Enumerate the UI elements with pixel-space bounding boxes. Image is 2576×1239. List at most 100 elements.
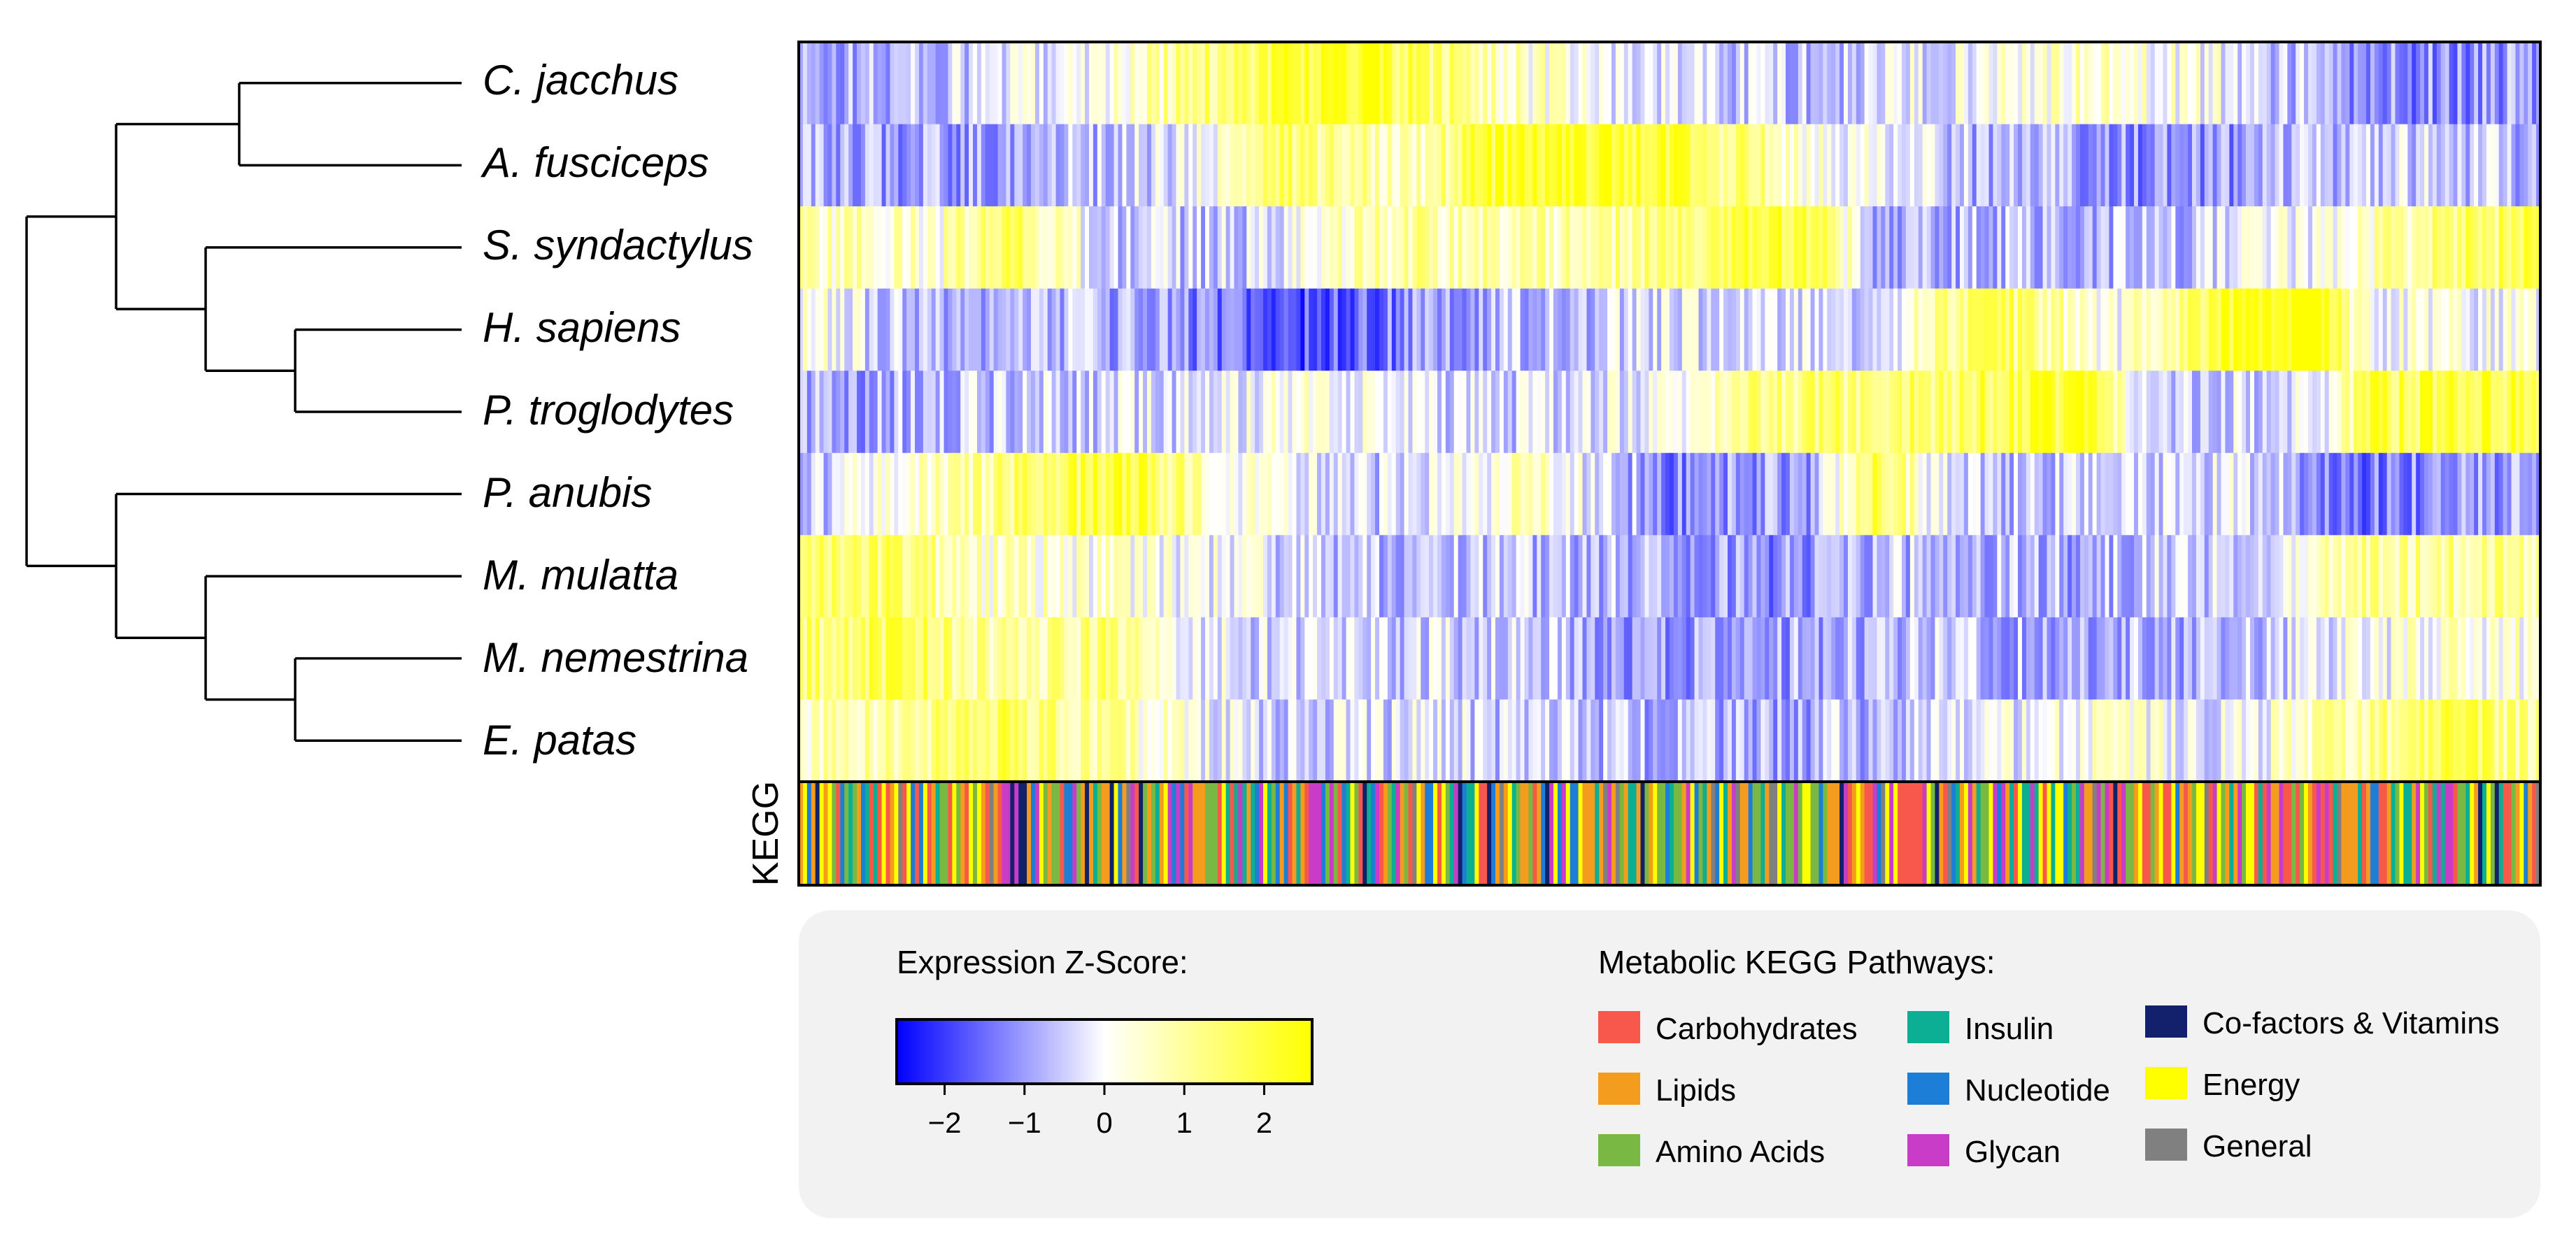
heatmap-cell — [1586, 124, 1591, 207]
heatmap-cell — [2536, 535, 2541, 618]
heatmap-cell — [1238, 124, 1243, 207]
heatmap-cell — [2137, 699, 2143, 782]
heatmap-cell — [1677, 371, 1683, 454]
kegg-cell — [1184, 782, 1189, 885]
heatmap-cell — [2225, 617, 2230, 701]
heatmap-cell — [1851, 206, 1857, 289]
heatmap-cell — [2134, 124, 2139, 207]
heatmap-cell — [2092, 452, 2098, 536]
heatmap-cell — [1690, 288, 1695, 371]
kegg-cell — [1188, 782, 1193, 885]
heatmap-cell — [1773, 535, 1778, 618]
heatmap-cell — [823, 42, 829, 125]
kegg-cell — [1677, 782, 1683, 885]
heatmap-cell — [2296, 452, 2300, 536]
heatmap-cell — [2121, 617, 2126, 701]
heatmap-cell — [1060, 124, 1065, 207]
heatmap-cell — [1922, 617, 1928, 701]
kegg-cell — [2246, 782, 2251, 885]
heatmap-cell — [2296, 617, 2300, 701]
heatmap-cell — [1557, 42, 1563, 125]
heatmap-cell — [1155, 699, 1160, 782]
heatmap-cell — [2242, 288, 2247, 371]
heatmap-cell — [1483, 371, 1488, 454]
kegg-cell — [2196, 782, 2201, 885]
heatmap-cell — [1371, 617, 1376, 701]
heatmap-cell — [2192, 699, 2197, 782]
heatmap-cell — [2175, 206, 2180, 289]
heatmap-cell — [2470, 371, 2475, 454]
heatmap-cell — [2308, 371, 2313, 454]
heatmap-cell — [989, 371, 995, 454]
kegg-cell — [1744, 782, 1749, 885]
heatmap-cell — [2034, 124, 2040, 207]
heatmap-cell — [2154, 288, 2160, 371]
heatmap-cell — [1789, 288, 1795, 371]
kegg-cell — [1739, 782, 1745, 885]
heatmap-cell — [1060, 617, 1065, 701]
heatmap-cell — [2515, 535, 2520, 618]
heatmap-cell — [877, 535, 883, 618]
heatmap-cell — [2254, 535, 2259, 618]
heatmap-cell — [1193, 452, 1197, 536]
heatmap-cell — [1292, 452, 1297, 536]
kegg-cell — [2167, 782, 2172, 885]
heatmap-cell — [2233, 452, 2238, 536]
heatmap-cell — [2184, 371, 2189, 454]
heatmap-cell — [1238, 535, 1243, 618]
kegg-cell — [2047, 782, 2052, 885]
heatmap-cell — [1649, 535, 1653, 618]
heatmap-cell — [1051, 124, 1057, 207]
heatmap-cell — [2109, 124, 2114, 207]
heatmap-cell — [1246, 699, 1251, 782]
heatmap-cell — [2304, 617, 2309, 701]
heatmap-cell — [1823, 206, 1828, 289]
heatmap-cell — [1283, 699, 1289, 782]
heatmap-cell — [853, 206, 858, 289]
heatmap-cell — [2391, 371, 2396, 454]
heatmap-cell — [1739, 452, 1745, 536]
heatmap-cell — [2291, 42, 2296, 125]
heatmap-cell — [2188, 452, 2193, 536]
heatmap-cell — [1532, 452, 1537, 536]
heatmap-cell — [2528, 699, 2533, 782]
heatmap-cell — [1225, 617, 1231, 701]
heatmap-cell — [1023, 206, 1027, 289]
heatmap-cell — [2034, 206, 2040, 289]
heatmap-cell — [1889, 452, 1894, 536]
heatmap-cell — [1346, 124, 1351, 207]
heatmap-cell — [2453, 371, 2458, 454]
heatmap-cell — [811, 124, 816, 207]
heatmap-cell — [885, 206, 891, 289]
heatmap-cell — [1670, 535, 1674, 618]
heatmap-cell — [1798, 206, 1803, 289]
heatmap-cell — [1449, 371, 1455, 454]
heatmap-cell — [2341, 206, 2346, 289]
heatmap-cell — [2018, 288, 2023, 371]
heatmap-cell — [1474, 699, 1479, 782]
heatmap-cell — [2171, 452, 2176, 536]
heatmap-cell — [1619, 452, 1625, 536]
heatmap-cell — [2349, 371, 2354, 454]
heatmap-cell — [915, 288, 920, 371]
heatmap-cell — [844, 535, 849, 618]
heatmap-cell — [960, 699, 965, 782]
heatmap-cell — [1984, 452, 1990, 536]
heatmap-cell — [1251, 206, 1255, 289]
heatmap-cell — [1292, 371, 1297, 454]
heatmap-cell — [1860, 452, 1865, 536]
heatmap-cell — [1421, 699, 1425, 782]
heatmap-cell — [1014, 371, 1019, 454]
heatmap-cell — [1213, 42, 1218, 125]
heatmap-cell — [1765, 617, 1770, 701]
heatmap-cell — [1707, 206, 1712, 289]
heatmap-cell — [1118, 452, 1123, 536]
heatmap-cell — [1802, 535, 1807, 618]
heatmap-cell — [1375, 699, 1380, 782]
heatmap-cell — [1893, 206, 1898, 289]
heatmap-cell — [1113, 699, 1119, 782]
heatmap-cell — [1143, 617, 1148, 701]
heatmap-cell — [2137, 288, 2143, 371]
heatmap-cell — [1495, 452, 1500, 536]
heatmap-cell — [2494, 288, 2500, 371]
